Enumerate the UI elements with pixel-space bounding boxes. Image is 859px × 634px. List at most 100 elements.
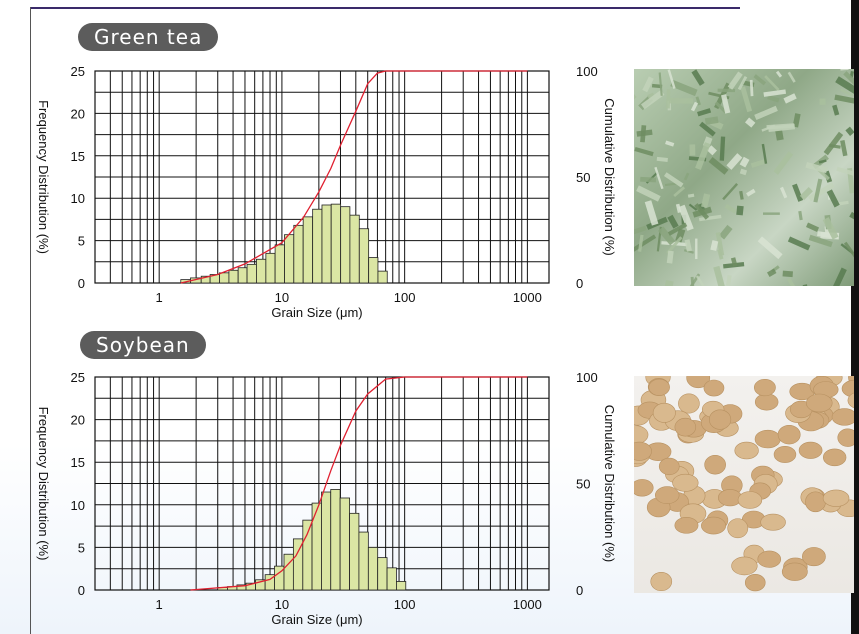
histogram-bar xyxy=(358,228,370,284)
x-tick-label: 10 xyxy=(275,290,289,305)
tea-leaf xyxy=(746,188,756,197)
soybean xyxy=(777,424,801,445)
tea-leaf xyxy=(749,79,754,97)
tea-leaf xyxy=(667,69,676,89)
tea-leaf xyxy=(798,210,803,221)
tea-leaf xyxy=(689,144,696,156)
soybean xyxy=(734,441,759,460)
y2-tick-label: 0 xyxy=(576,276,583,291)
histogram-bar xyxy=(302,519,313,591)
histogram-bar xyxy=(265,252,276,284)
tea-leaf xyxy=(832,104,840,116)
tea-leaf xyxy=(775,70,783,78)
y-tick-label: 10 xyxy=(71,191,85,206)
tea-leaf xyxy=(634,225,647,236)
histogram-bar xyxy=(284,234,295,284)
tea-leaf xyxy=(664,280,674,286)
tea-leaf xyxy=(834,94,854,104)
histogram-bar xyxy=(396,581,407,591)
histogram-bar xyxy=(330,203,342,284)
soybean xyxy=(822,489,850,507)
y-tick-label: 0 xyxy=(78,583,85,598)
histogram-bar xyxy=(386,567,397,591)
tea-leaf xyxy=(740,86,753,113)
tea-leaf xyxy=(831,267,847,286)
tea-leaf xyxy=(787,236,811,251)
tea-leaf xyxy=(754,105,778,121)
tea-leaf xyxy=(843,71,854,86)
tea-leaf xyxy=(840,140,848,157)
tea-leaf xyxy=(695,238,698,260)
y2-tick-label: 0 xyxy=(576,583,583,598)
soybean xyxy=(703,379,725,397)
soybean xyxy=(678,393,700,414)
soybean xyxy=(648,378,670,396)
tea-leaf xyxy=(667,222,688,236)
soybean xyxy=(650,572,673,592)
tea-leaf xyxy=(666,89,671,109)
histogram-bar xyxy=(256,258,267,284)
tea-leaf xyxy=(763,212,780,215)
tea-leaf xyxy=(836,166,854,178)
tea-leaf xyxy=(663,172,684,188)
y-tick-label: 15 xyxy=(71,149,85,164)
y-tick-label: 15 xyxy=(71,455,85,470)
soybean xyxy=(757,550,782,568)
tea-leaf xyxy=(634,146,654,157)
histogram-bar xyxy=(340,206,351,284)
tea-leaf xyxy=(698,214,722,222)
tea-leaf xyxy=(666,250,674,264)
x-tick-label: 1000 xyxy=(513,597,542,612)
histogram-bar xyxy=(349,512,360,591)
x-tick-label: 100 xyxy=(394,290,416,305)
y2-tick-label: 100 xyxy=(576,370,598,385)
tea-leaf xyxy=(642,76,654,93)
tea-leaf xyxy=(813,178,823,203)
soybean xyxy=(806,393,833,413)
panel-title-soybean: Soybean xyxy=(80,331,206,359)
tea-leaf xyxy=(722,182,739,201)
tea-leaf xyxy=(683,249,694,254)
x-axis-label: Grain Size (μm) xyxy=(271,305,362,320)
histogram-bar xyxy=(367,547,379,591)
histogram-bar xyxy=(321,204,332,284)
soybean xyxy=(737,491,763,509)
soybean xyxy=(841,379,854,398)
tea-leaf xyxy=(704,116,719,125)
tea-leaf xyxy=(753,74,767,86)
x-tick-label: 100 xyxy=(394,597,416,612)
soybean xyxy=(781,562,808,581)
tea-leaf xyxy=(717,249,724,260)
green-tea-texture xyxy=(634,69,854,286)
histogram-bar xyxy=(377,270,388,284)
tea-leaf xyxy=(640,176,657,183)
chart-1: 0 5 10 15 20 25 0 50 100 1 10 100 1000 Grain Size (μm… xyxy=(36,370,617,627)
soybean xyxy=(652,402,676,423)
tea-leaf xyxy=(714,101,727,114)
tea-leaf xyxy=(669,97,694,104)
left-rule xyxy=(30,7,31,634)
histogram-bar xyxy=(237,267,248,284)
tea-leaf xyxy=(763,89,787,97)
histogram-bar xyxy=(293,224,304,284)
tea-leaf xyxy=(767,94,780,103)
soybean xyxy=(704,454,726,475)
tea-leaf xyxy=(840,69,849,71)
y2-axis-label: Cumulative Distribution (%) xyxy=(602,98,617,256)
soybean xyxy=(634,441,652,461)
soybean xyxy=(744,573,766,592)
tea-leaf xyxy=(687,193,695,198)
tea-leaf xyxy=(757,236,783,260)
soybean xyxy=(674,516,699,534)
tea-leaf xyxy=(690,276,695,286)
green-tea-leaves-photo xyxy=(634,69,854,286)
tea-leaf xyxy=(690,101,699,112)
tea-leaf xyxy=(638,234,644,252)
tea-leaf xyxy=(695,96,701,106)
soybean xyxy=(655,486,680,504)
tea-leaf xyxy=(658,72,663,96)
tea-leaf xyxy=(656,156,668,162)
tea-leaf xyxy=(634,234,657,252)
histogram-bar xyxy=(321,491,332,591)
